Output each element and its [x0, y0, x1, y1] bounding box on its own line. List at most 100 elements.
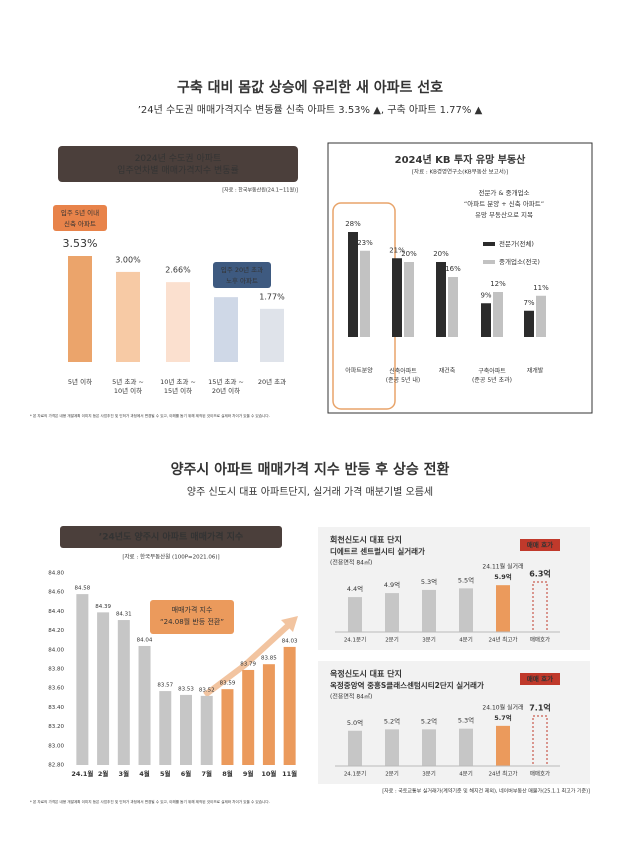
value-label: 4.9억	[384, 581, 400, 589]
y-tick-label: 84.60	[48, 590, 64, 596]
bar	[448, 277, 458, 337]
y-tick-label: 83.00	[48, 743, 64, 749]
bar	[348, 597, 362, 632]
arrow-head	[281, 616, 298, 632]
trend-arrow	[203, 619, 295, 698]
section-subtitle: 양주 신도시 대표 아파트단지, 실거래 가격 매분기별 오름세	[187, 485, 433, 498]
annotation: 매매가격 지수 “24.08월 반등 전환”	[160, 605, 224, 626]
bar	[68, 256, 92, 362]
x-tick-label: 4월	[139, 769, 150, 778]
annotation: 전문가 & 중개업소 “아파트 분양 + 신축 아파트” 유망 부동산으로 지목	[464, 188, 544, 219]
x-tick-label: 3분기	[422, 636, 436, 644]
y-tick-label: 83.20	[48, 724, 64, 730]
value-label: 9%	[480, 291, 491, 299]
x-tick-label: 4분기	[459, 636, 473, 644]
chart-title: 2024년 수도권 아파트 입주연차별 매매가격지수 변동률	[117, 152, 239, 176]
x-tick-label: 9월	[243, 769, 254, 778]
value-label: 20%	[401, 250, 417, 258]
value-label: 28%	[345, 220, 361, 228]
bar	[348, 730, 362, 766]
value-label: 12%	[490, 280, 506, 288]
value-label: 21%	[389, 246, 405, 254]
x-tick-label: 2분기	[385, 636, 399, 644]
y-tick-label: 83.60	[48, 686, 64, 692]
value-label: 5.3억	[458, 717, 474, 725]
legend-label: 중개업소(전국)	[499, 257, 540, 266]
y-tick-label: 83.80	[48, 667, 64, 673]
x-tick-label: 24년 최고가	[489, 770, 518, 778]
x-tick-label: 3분기	[422, 770, 436, 778]
legend-swatch	[483, 260, 495, 264]
x-tick-label: 24.1분기	[344, 770, 366, 778]
footnote: * 본 자료의 가격은 내용 개발계획 이미지 등은 사업추진 및 인허가 과정…	[30, 413, 270, 418]
title-box	[60, 526, 282, 548]
value-label: 16%	[445, 265, 461, 273]
badge-label: 매매 호가	[527, 674, 553, 683]
y-tick-label: 84.00	[48, 647, 64, 653]
y-tick-label: 84.40	[48, 609, 64, 615]
x-tick-label: 5년 초과 ~10년 이하	[112, 377, 144, 395]
value-label: 84.04	[137, 637, 153, 643]
note: 24.10월 실거래	[482, 703, 523, 711]
source: [자료 : 한국부동산원 (100P=2021.06)]	[122, 553, 219, 561]
x-tick-label: 5월	[160, 769, 171, 778]
value-label: 23%	[357, 239, 373, 247]
bar	[242, 669, 255, 765]
bar	[493, 292, 503, 337]
bar	[436, 262, 446, 337]
area-note: (전용면적 84㎡)	[330, 693, 372, 701]
value-label: 84.39	[95, 604, 111, 610]
badge	[520, 539, 560, 551]
x-tick-label: 24년 최고가	[489, 636, 518, 644]
value-label: 3.00%	[115, 255, 141, 264]
x-tick-label: 3월	[119, 769, 130, 778]
x-tick-label: 아파트분양	[345, 367, 373, 375]
value-label: 7.1억	[529, 703, 551, 713]
bar	[422, 589, 436, 632]
value-label: 7%	[523, 299, 534, 307]
value-label: 83.59	[220, 681, 236, 687]
annotation-box	[53, 205, 107, 231]
value-label: 84.31	[116, 612, 132, 618]
value-label: 2.66%	[165, 266, 191, 275]
legend-label: 전문가(전체)	[499, 239, 534, 248]
x-tick-label: 매매호가	[530, 636, 550, 644]
value-label: 5.9억	[494, 572, 512, 581]
x-tick-label: 7월	[201, 769, 212, 778]
bar	[459, 728, 473, 766]
bar	[200, 695, 213, 765]
x-tick-label: 5년 이하	[68, 377, 92, 386]
value-label: 5.0억	[347, 719, 363, 727]
x-tick-label: 24.1월	[71, 769, 93, 778]
bar	[524, 310, 534, 337]
x-tick-label: 신축아파트 (준공 5년 내)	[386, 367, 420, 384]
value-label: 83.57	[157, 683, 173, 689]
bar	[76, 594, 89, 765]
value-label: 83.52	[199, 687, 215, 693]
x-tick-label: 재건축	[439, 367, 456, 375]
chart-title: 옥정중앙역 중흥S클래스센텀시티2단지 실거래가	[330, 680, 484, 690]
y-tick-label: 84.80	[48, 571, 64, 577]
x-tick-label: 구축아파트 (준공 5년 초과)	[472, 367, 512, 384]
y-tick-label: 84.20	[48, 628, 64, 634]
area-note: (전용면적 84㎡)	[330, 559, 372, 567]
value-label: 6.3억	[529, 569, 551, 579]
value-label: 5.2억	[384, 717, 400, 725]
value-label: 4.4억	[347, 585, 363, 593]
panel-border	[327, 142, 593, 414]
panel-label: 회천신도시 대표 단지	[330, 535, 402, 545]
bar	[221, 689, 234, 765]
bar	[117, 620, 130, 765]
annotation-box	[445, 188, 563, 224]
value-label: 83.79	[240, 661, 256, 667]
bar	[385, 729, 399, 766]
annotation-box	[213, 262, 271, 288]
source: [자료 : KB경영연구소(KB부동산 보고서)]	[412, 168, 508, 176]
bar	[214, 297, 238, 362]
bar	[260, 308, 284, 362]
source: [자료 : 국토교통부 실거래가(계약기준 및 해지건 제외), 네이버부동산 …	[382, 788, 590, 795]
x-tick-label: 재개발	[527, 367, 544, 375]
footnote: * 본 자료의 가격은 내용 개발계획 이미지 등은 사업추진 및 인허가 과정…	[30, 799, 270, 804]
value-label: 83.85	[261, 656, 277, 662]
